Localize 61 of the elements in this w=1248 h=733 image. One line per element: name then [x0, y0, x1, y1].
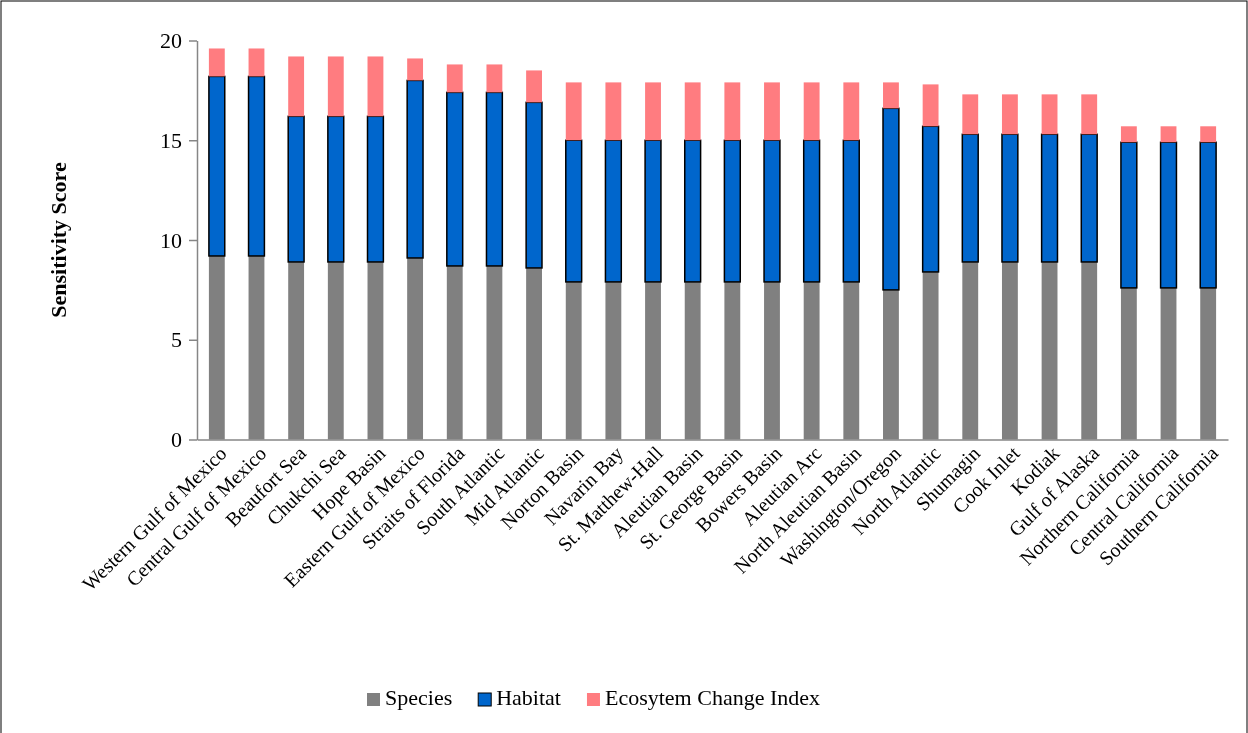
bar — [367, 56, 384, 117]
bar — [366, 115, 385, 263]
bar — [764, 82, 780, 141]
bar — [1159, 141, 1178, 289]
bar — [1120, 141, 1138, 289]
y-tick-label: 15 — [160, 127, 182, 153]
y-tick-label: 0 — [171, 427, 182, 453]
bar — [803, 82, 820, 141]
bar — [485, 91, 504, 267]
bar — [1199, 141, 1217, 289]
bar — [407, 58, 424, 81]
bar — [287, 115, 305, 263]
bar — [406, 79, 424, 259]
bar — [565, 139, 583, 283]
bar — [883, 82, 899, 109]
bar — [842, 139, 860, 283]
bar — [843, 82, 860, 141]
bar — [723, 139, 742, 283]
bar — [1120, 126, 1137, 143]
bar — [248, 48, 265, 77]
bar — [446, 64, 463, 93]
bar — [644, 139, 662, 283]
y-axis-title: Sensitivity Score — [46, 162, 71, 318]
bar — [724, 82, 741, 141]
bar — [921, 125, 940, 273]
bar — [763, 139, 781, 283]
bar — [1001, 94, 1018, 135]
y-tick-label: 10 — [160, 227, 182, 253]
bar — [802, 139, 821, 283]
bar — [208, 75, 226, 257]
bar — [288, 56, 305, 117]
bar — [565, 82, 582, 141]
bar — [327, 56, 344, 117]
bar — [247, 75, 266, 257]
bar — [605, 82, 622, 141]
bar — [1160, 126, 1177, 143]
bar — [1081, 94, 1098, 135]
bar — [525, 101, 543, 269]
y-tick-label: 20 — [160, 28, 182, 54]
legend-label: Habitat — [496, 685, 561, 710]
bar — [526, 70, 542, 103]
legend-label: Ecosytem Change Index — [604, 685, 821, 710]
bar — [962, 94, 979, 135]
bar — [1080, 133, 1098, 263]
bar — [645, 82, 661, 141]
bar — [208, 48, 225, 77]
bar — [446, 91, 464, 267]
bar — [683, 139, 702, 283]
bar — [961, 133, 979, 263]
bar — [882, 107, 900, 291]
bar — [1040, 133, 1059, 263]
y-tick-label: 5 — [171, 327, 182, 353]
bar — [1001, 133, 1019, 263]
bar — [684, 82, 701, 141]
bar — [922, 84, 939, 127]
bar — [1200, 126, 1217, 143]
bar — [486, 64, 503, 93]
legend-label: Species — [385, 685, 453, 710]
bar — [1041, 94, 1058, 135]
bar — [604, 139, 623, 283]
bar — [327, 115, 345, 263]
